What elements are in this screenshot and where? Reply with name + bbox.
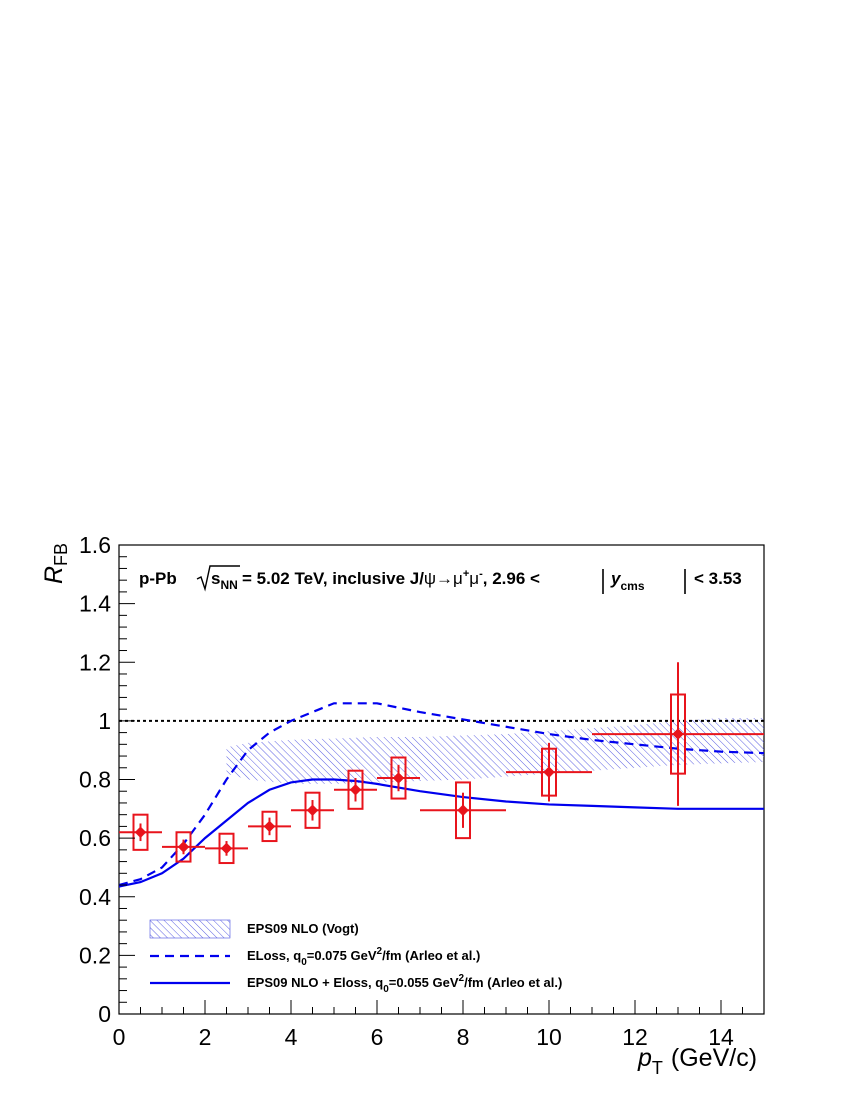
y-tick-label: 0.2: [79, 942, 111, 968]
legend-label-band: EPS09 NLO (Vogt): [247, 921, 359, 936]
data-point: [592, 662, 764, 806]
y-tick-label: 0.6: [79, 825, 111, 851]
data-point: [420, 781, 506, 840]
header-system: p-Pb: [139, 569, 177, 588]
data-point: [291, 791, 334, 829]
header-sqrt-s: sNN: [211, 569, 238, 592]
data-marker: [392, 772, 405, 784]
data-marker: [220, 842, 233, 855]
header-y-cms: ycms: [610, 569, 645, 593]
y-tick-label: 1.6: [79, 532, 111, 558]
data-point: [119, 813, 162, 851]
legend-label-eps09-eloss: EPS09 NLO + Eloss, q0=0.055 GeV2/fm (Arl…: [247, 973, 562, 995]
x-axis-title: pT (GeV/c): [637, 1044, 757, 1078]
y-tick-label: 0.4: [79, 884, 111, 910]
data-point-layer: [119, 662, 764, 865]
x-tick-label: 6: [371, 1024, 384, 1050]
axis-tick-layer: 0 2 4 6 8 10 12 14 0 0.2 0.4 0.6 0.8 1 1.2 1.4 1.6: [79, 532, 765, 1050]
header-energy: = 5.02 TeV, inclusive J/ψ→μ+μ-, 2.96 <: [242, 568, 540, 588]
data-marker: [349, 783, 362, 796]
data-marker: [134, 826, 147, 839]
model-curve-layer: [119, 702, 764, 888]
data-marker: [457, 804, 469, 817]
x-tick-label: 12: [622, 1024, 648, 1050]
x-tick-label: 10: [536, 1024, 562, 1050]
data-point: [248, 810, 291, 843]
legend-label-eloss: ELoss, q0=0.075 GeV2/fm (Arleo et al.): [247, 946, 480, 968]
y-tick-label: 0: [98, 1001, 111, 1027]
data-point: [377, 756, 420, 800]
data-marker: [672, 728, 684, 740]
data-marker: [177, 841, 190, 853]
x-tick-label: 4: [285, 1024, 298, 1050]
y-axis-title: RFB: [40, 543, 71, 584]
x-tick-label: 8: [457, 1024, 470, 1050]
data-point: [205, 832, 248, 865]
x-tick-label: 14: [708, 1024, 734, 1050]
eps09-eloss-curve: [119, 778, 764, 888]
x-tick-label: 0: [113, 1024, 126, 1050]
y-tick-label: 1.2: [79, 649, 111, 675]
data-marker: [306, 804, 319, 817]
y-tick-label: 0.8: [79, 767, 111, 793]
data-point: [334, 769, 377, 810]
data-marker: [263, 820, 276, 833]
data-point: [162, 831, 205, 863]
legend-swatch-band: [149, 919, 231, 939]
data-marker: [543, 766, 555, 779]
y-tick-label: 1.4: [79, 591, 111, 617]
x-tick-label: 2: [199, 1024, 212, 1050]
header-range-high: < 3.53: [694, 569, 742, 588]
y-tick-label: 1: [98, 708, 111, 734]
sqrt-sign: [196, 565, 240, 592]
data-point: [506, 742, 592, 802]
chart-header: p-Pb sNN = 5.02 TeV, inclusive J/ψ→μ+μ-,…: [139, 565, 742, 594]
legend: EPS09 NLO (Vogt) ELoss, q0=0.075 GeV2/fm…: [149, 919, 562, 995]
